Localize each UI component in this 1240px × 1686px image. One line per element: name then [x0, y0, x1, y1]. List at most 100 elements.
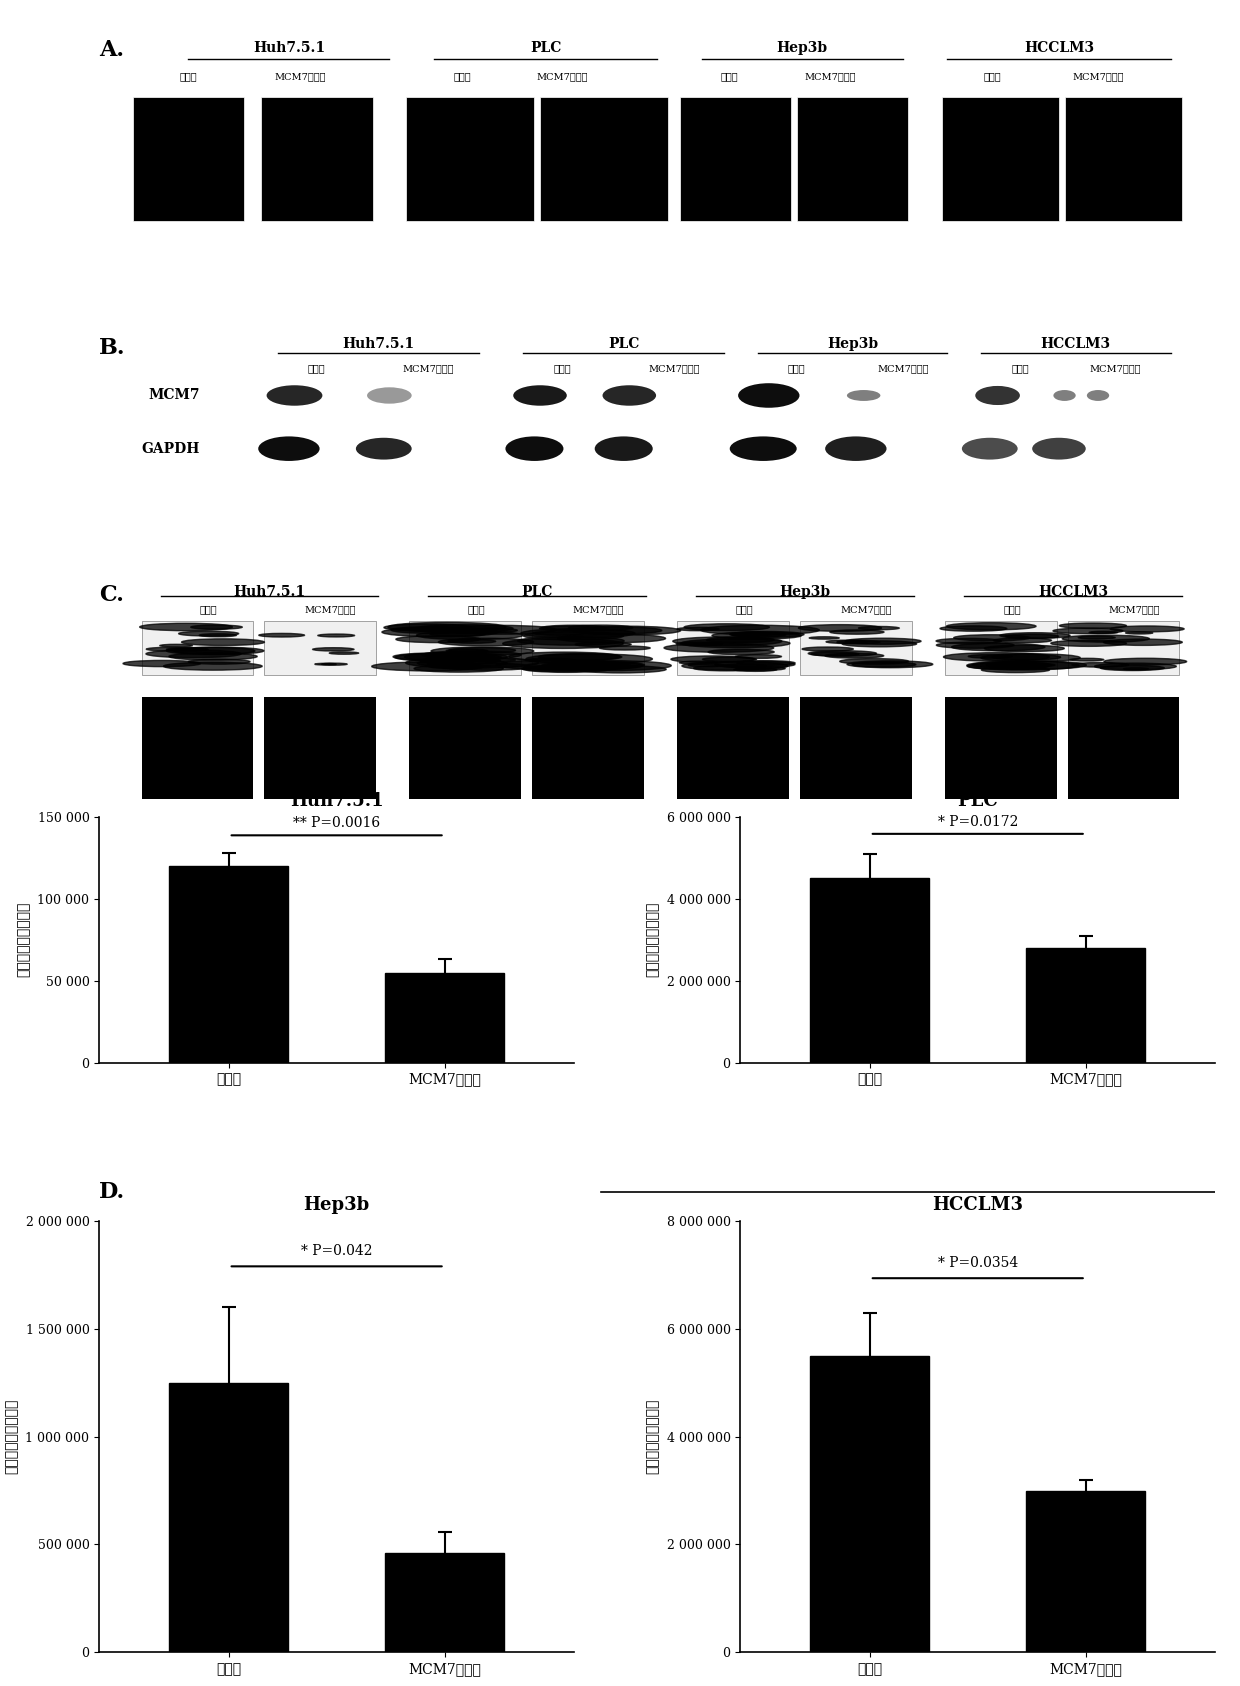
- Bar: [386, 1553, 503, 1652]
- Circle shape: [448, 639, 496, 644]
- Text: 对照组: 对照组: [787, 364, 806, 373]
- Circle shape: [427, 656, 500, 661]
- Circle shape: [166, 647, 255, 654]
- Circle shape: [1063, 636, 1149, 642]
- Text: ** P=0.0016: ** P=0.0016: [293, 816, 381, 831]
- Circle shape: [940, 626, 1007, 631]
- Bar: [1068, 620, 1179, 674]
- Circle shape: [572, 626, 681, 636]
- Circle shape: [259, 634, 305, 637]
- Circle shape: [701, 626, 820, 636]
- Circle shape: [496, 659, 622, 669]
- Circle shape: [936, 639, 1002, 644]
- Text: * P=0.0172: * P=0.0172: [937, 814, 1018, 830]
- Circle shape: [1050, 641, 1126, 646]
- Circle shape: [708, 649, 774, 654]
- Text: Huh7.5.1: Huh7.5.1: [342, 337, 414, 351]
- Circle shape: [432, 647, 533, 656]
- Bar: [680, 96, 791, 221]
- Text: * P=0.0354: * P=0.0354: [937, 1256, 1018, 1270]
- Circle shape: [681, 639, 790, 647]
- Circle shape: [164, 663, 262, 669]
- Circle shape: [420, 658, 501, 664]
- Text: MCM7敲低组: MCM7敲低组: [877, 364, 929, 373]
- Text: MCM7敲低组: MCM7敲低组: [1109, 605, 1159, 614]
- Ellipse shape: [1053, 389, 1076, 401]
- Circle shape: [575, 627, 662, 634]
- Circle shape: [676, 642, 723, 646]
- Bar: [264, 620, 376, 674]
- Circle shape: [858, 627, 899, 631]
- Circle shape: [986, 661, 1086, 669]
- Circle shape: [188, 659, 250, 664]
- Circle shape: [1126, 632, 1153, 634]
- Circle shape: [393, 652, 491, 661]
- Circle shape: [837, 641, 880, 644]
- Text: PLC: PLC: [608, 337, 640, 351]
- Circle shape: [542, 626, 606, 631]
- Circle shape: [702, 658, 756, 661]
- Circle shape: [558, 634, 666, 642]
- Circle shape: [146, 651, 241, 658]
- Text: HCCLM3: HCCLM3: [1040, 337, 1111, 351]
- Circle shape: [521, 629, 635, 637]
- Circle shape: [1014, 663, 1055, 666]
- Text: MCM7敲低组: MCM7敲低组: [1089, 364, 1141, 373]
- Circle shape: [677, 627, 719, 631]
- Circle shape: [735, 666, 785, 671]
- Circle shape: [446, 626, 557, 634]
- Circle shape: [542, 661, 642, 669]
- Circle shape: [730, 632, 804, 637]
- Circle shape: [1070, 658, 1104, 661]
- Text: MCM7敲低组: MCM7敲低组: [573, 605, 624, 614]
- Circle shape: [1059, 624, 1126, 629]
- Circle shape: [688, 664, 724, 666]
- Title: Hep3b: Hep3b: [304, 1195, 370, 1214]
- Circle shape: [538, 654, 621, 661]
- Circle shape: [665, 644, 774, 652]
- Bar: [1027, 948, 1145, 1062]
- Circle shape: [577, 666, 666, 673]
- Circle shape: [1073, 663, 1128, 668]
- Text: B.: B.: [99, 337, 125, 359]
- Circle shape: [446, 649, 487, 652]
- Y-axis label: 肿瘾球面积（像素）: 肿瘾球面积（像素）: [646, 902, 660, 978]
- Ellipse shape: [356, 438, 412, 460]
- Circle shape: [1079, 636, 1115, 639]
- Circle shape: [464, 629, 517, 632]
- Circle shape: [382, 627, 498, 637]
- Bar: [677, 696, 789, 799]
- Bar: [409, 620, 521, 674]
- Circle shape: [526, 658, 575, 663]
- Bar: [541, 96, 668, 221]
- Text: HCCLM3: HCCLM3: [1038, 585, 1109, 600]
- Ellipse shape: [603, 386, 656, 406]
- Circle shape: [985, 646, 1064, 651]
- Text: 对照组: 对照组: [735, 605, 753, 614]
- Circle shape: [160, 644, 192, 647]
- Circle shape: [508, 652, 620, 661]
- Bar: [1027, 1490, 1145, 1652]
- Text: * P=0.042: * P=0.042: [301, 1244, 372, 1258]
- Circle shape: [414, 664, 503, 673]
- Circle shape: [438, 639, 533, 646]
- Circle shape: [200, 634, 237, 637]
- Text: 对照组: 对照组: [467, 605, 485, 614]
- Ellipse shape: [976, 386, 1021, 405]
- Text: HCCLM3: HCCLM3: [1024, 42, 1094, 56]
- Ellipse shape: [258, 437, 320, 460]
- Circle shape: [967, 663, 1049, 669]
- Ellipse shape: [367, 388, 412, 403]
- Bar: [811, 878, 929, 1062]
- Circle shape: [569, 626, 632, 631]
- Circle shape: [502, 639, 624, 649]
- Circle shape: [967, 661, 1079, 669]
- Circle shape: [992, 654, 1060, 659]
- Text: MCM7敲低组: MCM7敲低组: [274, 72, 326, 81]
- Circle shape: [522, 666, 611, 673]
- Circle shape: [830, 631, 884, 634]
- Circle shape: [981, 668, 1049, 673]
- Circle shape: [810, 637, 839, 639]
- Circle shape: [533, 631, 584, 636]
- Bar: [945, 696, 1056, 799]
